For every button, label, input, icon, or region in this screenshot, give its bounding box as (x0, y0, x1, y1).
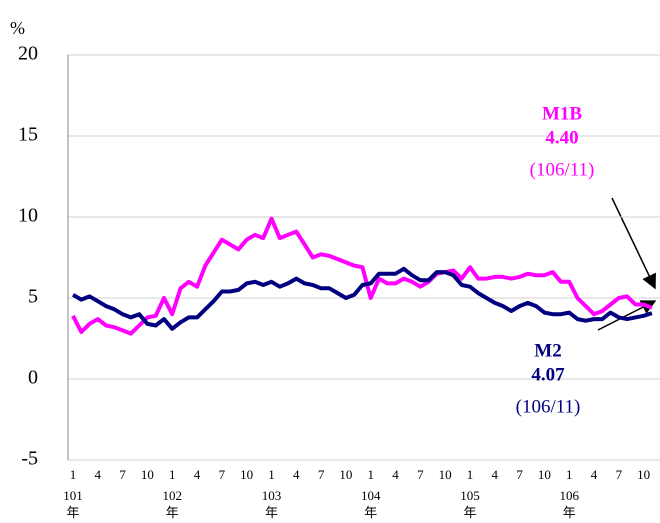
year-unit: 年 (563, 505, 576, 520)
y-tick-label: 15 (18, 124, 38, 146)
x-tick-label: 1 (169, 467, 176, 482)
x-tick-label: 10 (240, 467, 253, 482)
annotation-name: M2 (534, 340, 561, 361)
x-tick-label: 10 (141, 467, 154, 482)
x-tick-label: 1 (70, 467, 77, 482)
year-label: 104 (361, 488, 381, 503)
x-tick-label: 1 (467, 467, 474, 482)
year-unit: 年 (364, 505, 377, 520)
x-tick-label: 7 (616, 467, 623, 482)
y-tick-label: 10 (18, 205, 38, 227)
annotation-value: 4.07 (531, 364, 565, 385)
series-line (71, 266, 653, 331)
x-tick-label: 4 (293, 467, 300, 482)
year-label: 106 (559, 488, 579, 503)
x-tick-label: 7 (119, 467, 126, 482)
x-tick-label: 1 (367, 467, 374, 482)
x-tick-label: 10 (637, 467, 650, 482)
year-unit: 年 (66, 505, 79, 520)
year-unit: 年 (166, 505, 179, 520)
x-tick-label: 1 (566, 467, 573, 482)
y-tick-label: -5 (21, 448, 38, 470)
x-tick-label: 10 (538, 467, 551, 482)
year-label: 101 (63, 488, 83, 503)
y-tick-label: 5 (28, 286, 38, 308)
year-unit: 年 (463, 505, 476, 520)
x-tick-label: 7 (219, 467, 226, 482)
year-unit: 年 (265, 505, 278, 520)
x-tick-label: 10 (439, 467, 452, 482)
x-tick-label: 10 (339, 467, 352, 482)
x-tick-label: 4 (95, 467, 102, 482)
annotation-date: (106/11) (516, 396, 581, 417)
annotation-date: (106/11) (530, 159, 595, 180)
x-tick-label: 4 (492, 467, 499, 482)
x-tick-label: 4 (591, 467, 598, 482)
x-tick-label: 7 (318, 467, 325, 482)
x-tick-label: 7 (516, 467, 523, 482)
arrow (611, 197, 656, 290)
year-label: 102 (162, 488, 182, 503)
y-tick-label: 20 (18, 43, 38, 65)
year-label: 105 (460, 488, 480, 503)
annotation-value: 4.40 (545, 127, 578, 148)
x-tick-label: 7 (417, 467, 424, 482)
x-tick-label: 1 (268, 467, 275, 482)
annotation-name: M1B (542, 103, 582, 124)
series-line (71, 216, 653, 336)
y-unit: % (10, 18, 25, 38)
x-tick-label: 4 (392, 467, 399, 482)
x-tick-label: 4 (194, 467, 201, 482)
y-tick-label: 0 (28, 367, 38, 389)
year-label: 103 (262, 488, 282, 503)
